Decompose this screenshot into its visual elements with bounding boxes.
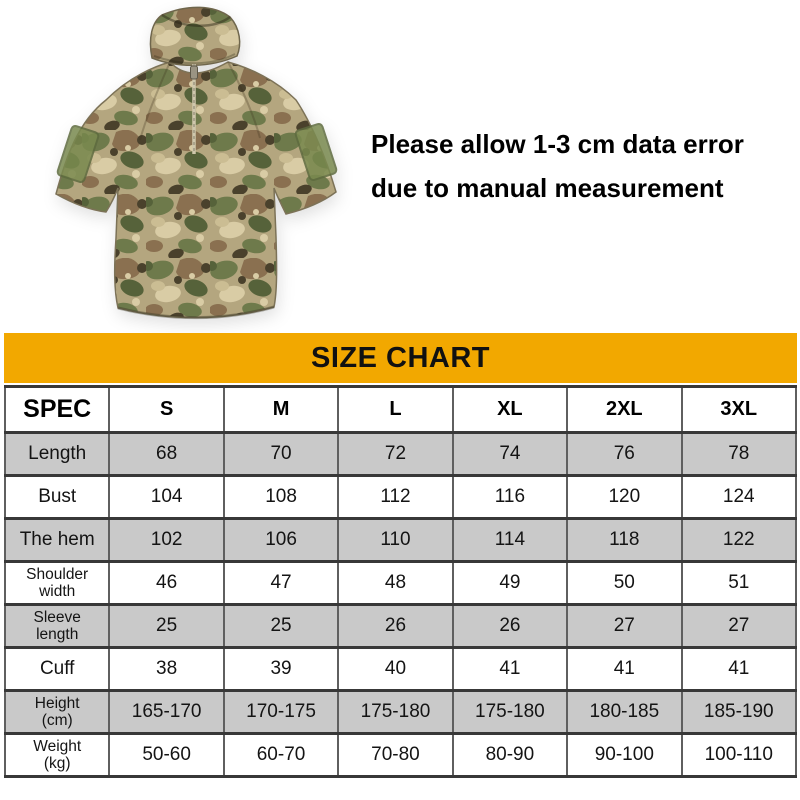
- value-cell: 112: [337, 474, 454, 520]
- value-cell: 180-185: [566, 689, 683, 735]
- value-cell: 25: [222, 603, 340, 649]
- value-cell: 50: [566, 560, 683, 606]
- value-cell: 50-60: [108, 732, 225, 778]
- measurement-disclaimer: Please allow 1-3 cm data error due to ma…: [371, 122, 791, 210]
- size-header-xl: XL: [451, 385, 569, 434]
- row-shoulder-width: Shoulder width 46 47 48 49 50 51: [3, 560, 798, 606]
- value-cell: 74: [451, 431, 569, 477]
- row-label: Height (cm): [3, 689, 111, 735]
- value-cell: 170-175: [222, 689, 340, 735]
- value-cell: 80-90: [451, 732, 569, 778]
- row-label: Bust: [3, 474, 111, 520]
- value-cell: 60-70: [222, 732, 340, 778]
- value-cell: 48: [337, 560, 454, 606]
- value-cell: 47: [222, 560, 340, 606]
- value-cell: 68: [108, 431, 225, 477]
- value-cell: 185-190: [680, 689, 798, 735]
- value-cell: 72: [337, 431, 454, 477]
- value-cell: 104: [108, 474, 225, 520]
- disclaimer-line-1: Please allow 1-3 cm data error: [371, 129, 744, 159]
- value-cell: 118: [566, 517, 683, 563]
- size-header-3xl: 3XL: [680, 385, 798, 434]
- disclaimer-line-2: due to manual measurement: [371, 173, 724, 203]
- hero-section: Please allow 1-3 cm data error due to ma…: [0, 0, 800, 333]
- value-cell: 102: [108, 517, 225, 563]
- row-bust: Bust 104 108 112 116 120 124: [3, 474, 798, 520]
- row-length: Length 68 70 72 74 76 78: [3, 431, 798, 477]
- value-cell: 122: [680, 517, 798, 563]
- row-cuff: Cuff 38 39 40 41 41 41: [3, 646, 798, 692]
- value-cell: 110: [337, 517, 454, 563]
- value-cell: 124: [680, 474, 798, 520]
- value-cell: 165-170: [108, 689, 225, 735]
- value-cell: 70: [222, 431, 340, 477]
- row-hem: The hem 102 106 110 114 118 122: [3, 517, 798, 563]
- value-cell: 114: [451, 517, 569, 563]
- camo-shirt-photo: [55, 6, 338, 320]
- spec-header-cell: SPEC: [3, 385, 111, 434]
- row-label: Cuff: [3, 646, 111, 692]
- size-table: SPEC S M L XL 2XL 3XL Length 68 70 72 74…: [3, 385, 798, 778]
- size-table-header-row: SPEC S M L XL 2XL 3XL: [3, 385, 798, 434]
- value-cell: 120: [566, 474, 683, 520]
- shirt-body: [55, 61, 337, 319]
- row-label: The hem: [3, 517, 111, 563]
- value-cell: 26: [451, 603, 569, 649]
- value-cell: 106: [222, 517, 340, 563]
- value-cell: 108: [222, 474, 340, 520]
- value-cell: 49: [451, 560, 569, 606]
- row-label: Weight (kg): [3, 732, 111, 778]
- size-header-m: M: [222, 385, 340, 434]
- size-header-l: L: [337, 385, 454, 434]
- value-cell: 70-80: [337, 732, 454, 778]
- row-label: Shoulder width: [3, 560, 111, 606]
- value-cell: 25: [108, 603, 225, 649]
- value-cell: 41: [680, 646, 798, 692]
- row-label: Length: [3, 431, 111, 477]
- value-cell: 40: [337, 646, 454, 692]
- value-cell: 51: [680, 560, 798, 606]
- size-header-2xl: 2XL: [566, 385, 683, 434]
- value-cell: 100-110: [680, 732, 798, 778]
- row-weight: Weight (kg) 50-60 60-70 70-80 80-90 90-1…: [3, 732, 798, 778]
- value-cell: 46: [108, 560, 225, 606]
- value-cell: 175-180: [337, 689, 454, 735]
- value-cell: 175-180: [451, 689, 569, 735]
- value-cell: 78: [680, 431, 798, 477]
- value-cell: 90-100: [566, 732, 683, 778]
- size-chart-banner: SIZE CHART: [4, 333, 797, 383]
- value-cell: 38: [108, 646, 225, 692]
- row-sleeve-length: Sleeve length 25 25 26 26 27 27: [3, 603, 798, 649]
- value-cell: 76: [566, 431, 683, 477]
- row-label: Sleeve length: [3, 603, 111, 649]
- value-cell: 41: [566, 646, 683, 692]
- value-cell: 26: [337, 603, 454, 649]
- value-cell: 27: [566, 603, 683, 649]
- value-cell: 116: [451, 474, 569, 520]
- value-cell: 41: [451, 646, 569, 692]
- size-chart-section: SIZE CHART SPEC S M L XL 2XL 3XL Length: [3, 333, 798, 778]
- row-height: Height (cm) 165-170 170-175 175-180 175-…: [3, 689, 798, 735]
- value-cell: 27: [680, 603, 798, 649]
- size-header-s: S: [108, 385, 225, 434]
- value-cell: 39: [222, 646, 340, 692]
- shirt-collar: [149, 6, 241, 66]
